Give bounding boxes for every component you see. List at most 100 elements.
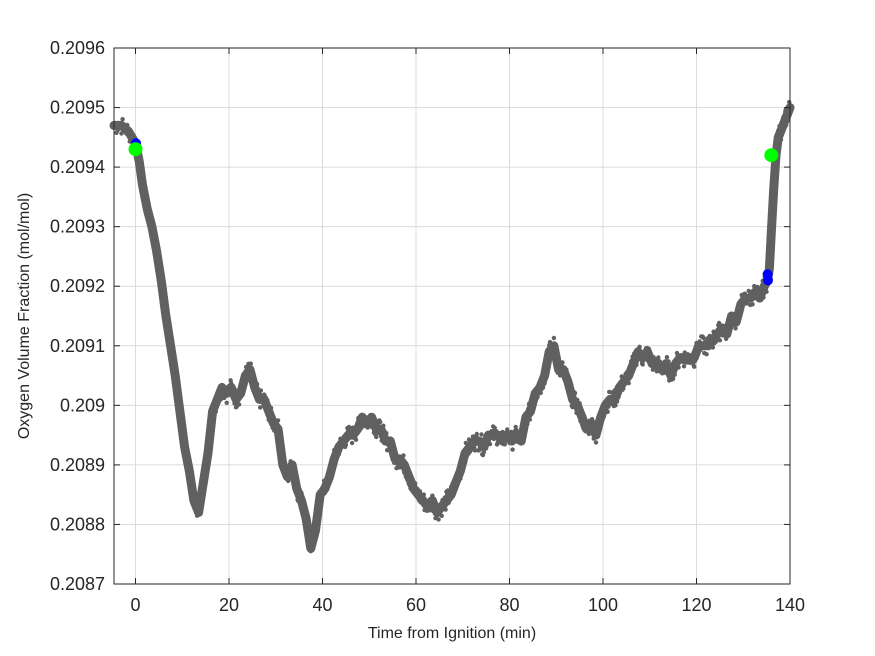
series-point	[233, 387, 238, 393]
series-point	[291, 470, 296, 476]
series-point	[595, 428, 600, 433]
series-point	[282, 460, 288, 466]
series-point	[296, 498, 301, 504]
series-point	[202, 475, 208, 481]
series-point	[194, 513, 200, 518]
series-point	[723, 336, 729, 341]
series-point	[430, 493, 435, 498]
series-point	[124, 131, 129, 136]
series-point	[243, 364, 249, 370]
series-point	[152, 240, 158, 246]
series-point	[676, 365, 681, 370]
series-point	[724, 328, 730, 334]
series-point	[448, 495, 453, 500]
series-point	[492, 425, 497, 430]
series-point	[406, 475, 411, 481]
series-point	[232, 401, 237, 406]
series-point	[711, 329, 716, 334]
series-point	[508, 440, 513, 445]
series-point	[782, 113, 788, 119]
series-point	[487, 441, 493, 447]
series-point	[268, 405, 274, 411]
series-point	[519, 438, 525, 444]
series-point	[764, 289, 769, 294]
series-point	[738, 309, 744, 314]
series-point	[312, 528, 317, 534]
y-tick-label: 0.2096	[50, 38, 105, 58]
series-point	[631, 358, 636, 363]
series-point	[776, 128, 781, 133]
series-point	[514, 427, 519, 433]
series-point	[137, 164, 142, 169]
series-point	[494, 429, 499, 434]
series-point	[771, 179, 776, 184]
series-point	[151, 237, 156, 242]
series-point	[401, 453, 406, 458]
series-point	[648, 351, 653, 357]
series-point	[207, 436, 212, 441]
series-point	[329, 464, 335, 469]
series-point	[767, 265, 772, 270]
series-point	[206, 453, 211, 458]
series-point	[240, 384, 245, 389]
series-point	[174, 378, 179, 383]
series-point	[198, 509, 203, 514]
series-point	[481, 450, 486, 455]
series-point	[473, 448, 478, 453]
series-point	[564, 367, 569, 372]
series-point	[147, 210, 152, 215]
series-point	[505, 427, 510, 432]
x-tick-label: 20	[219, 595, 239, 615]
series-point	[684, 360, 689, 365]
series-point	[568, 382, 574, 387]
series-point	[266, 417, 271, 422]
x-tick-label: 120	[681, 595, 711, 615]
series-point	[231, 393, 236, 399]
series-point	[344, 437, 349, 442]
series-point	[298, 495, 303, 500]
series-point	[262, 393, 267, 399]
series-point	[185, 465, 190, 470]
series-point	[613, 403, 618, 408]
series-point	[154, 246, 159, 251]
series-point	[716, 320, 722, 326]
series-point	[722, 325, 727, 331]
series-point	[121, 123, 127, 128]
series-point	[349, 440, 355, 446]
series-point	[579, 409, 585, 414]
series-point	[771, 201, 776, 206]
series-point	[378, 433, 384, 438]
series-point	[199, 486, 204, 491]
series-point	[429, 500, 434, 505]
series-point	[664, 355, 670, 360]
series-point	[769, 232, 774, 237]
series-point	[491, 436, 497, 442]
series-point	[343, 442, 349, 448]
series-point	[646, 346, 652, 352]
series-point	[173, 374, 179, 379]
series-point	[443, 507, 448, 512]
green-marker	[128, 142, 143, 157]
series-point	[171, 358, 176, 364]
series-point	[119, 131, 124, 136]
series-point	[299, 490, 304, 496]
series-point	[305, 519, 310, 524]
series-point	[714, 335, 719, 341]
series-point	[393, 452, 398, 458]
series-point	[213, 409, 218, 414]
series-point	[769, 209, 775, 214]
x-axis-label: Time from Ignition (min)	[368, 625, 536, 642]
series-point	[391, 449, 396, 454]
series-point	[180, 436, 186, 441]
series-point	[677, 359, 683, 364]
series-point	[155, 253, 161, 258]
series-point	[668, 364, 673, 369]
series-point	[598, 410, 603, 415]
axis-ticks: 0 20 40 60 80 100 120 140 0.2087 0.2088 0.2089 0.20…	[50, 38, 805, 615]
series-point	[589, 428, 594, 433]
series-point	[265, 402, 271, 408]
series-point	[337, 445, 342, 451]
series-point	[731, 321, 737, 326]
series-point	[249, 366, 254, 371]
